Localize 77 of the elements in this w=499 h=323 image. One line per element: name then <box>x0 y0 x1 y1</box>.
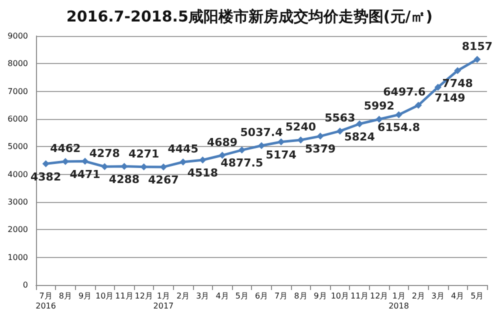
data-label: 7748 <box>442 77 473 90</box>
point <box>336 128 344 135</box>
data-label: 5037.4 <box>240 126 284 140</box>
data-label: 4462 <box>50 142 81 156</box>
x-tick-label: 10月 <box>96 292 114 300</box>
data-label: 4267 <box>148 173 179 186</box>
x-tick-label: 12月 <box>134 292 153 300</box>
data-label: 4271 <box>128 147 160 160</box>
data-label: 4877.5 <box>220 156 264 170</box>
y-tick-label: 9000 <box>8 32 28 40</box>
x-tick-label: 7月 <box>274 292 288 300</box>
data-label: 6497.6 <box>383 86 426 99</box>
data-label: 4288 <box>108 172 140 186</box>
y-tick-label: 8000 <box>8 59 28 68</box>
point <box>62 158 69 166</box>
data-label: 4689 <box>206 136 238 149</box>
point <box>434 84 442 91</box>
data-label: 7149 <box>434 92 466 105</box>
y-tick-label: 1000 <box>8 252 28 262</box>
y-tick-label: 2000 <box>8 225 28 234</box>
point <box>258 142 265 150</box>
data-label: 4518 <box>187 166 218 180</box>
data-label: 6154.8 <box>378 121 420 134</box>
y-tick-label: 5000 <box>8 142 28 152</box>
point <box>395 111 402 118</box>
x-tick-label: 3月 <box>431 292 445 300</box>
data-label: 8157 <box>462 40 493 53</box>
y-tick-label: 4000 <box>8 170 28 179</box>
point <box>474 56 481 63</box>
point <box>414 102 422 109</box>
chart-title: 2016.7-2018.5咸阳楼市新房成交均价走势图(元/㎡) <box>66 8 433 26</box>
x-tick-label: 8月 <box>58 292 72 300</box>
data-label: 5824 <box>344 130 376 144</box>
y-tick-label: 7000 <box>8 86 28 96</box>
point <box>316 132 324 140</box>
point <box>218 152 226 159</box>
y-tick-label: 0 <box>22 280 28 290</box>
point <box>376 116 383 123</box>
point <box>101 163 108 170</box>
x-tick-label: 1月 2018 <box>388 292 409 310</box>
x-tick-label: 10月 <box>330 292 350 300</box>
point <box>278 138 285 146</box>
point <box>238 146 246 154</box>
point <box>120 162 128 170</box>
point <box>42 160 50 168</box>
point <box>199 156 206 164</box>
data-label: 4278 <box>89 147 120 160</box>
x-tick-label: 7月 2016 <box>36 292 56 310</box>
x-tick-label: 9月 <box>314 292 327 300</box>
x-tick-label: 11月 <box>115 292 134 300</box>
x-tick-label: 2月 <box>412 292 425 300</box>
point <box>356 120 364 128</box>
x-tick-label: 4月 <box>451 292 464 300</box>
x-tick-label: 5月 <box>235 292 248 300</box>
x-tick-label: 4月 <box>216 292 229 300</box>
x-tick-label: 1月 2017 <box>153 292 174 310</box>
data-label: 5992 <box>364 100 394 113</box>
x-tick-label: 3月 <box>196 292 210 300</box>
x-tick-label: 9月 <box>78 292 92 300</box>
x-tick-label: 6月 <box>254 292 268 300</box>
point <box>454 67 462 74</box>
data-label: 4471 <box>70 168 100 181</box>
y-tick-label: 3000 <box>8 198 28 206</box>
data-label: 5563 <box>324 112 356 125</box>
data-label: 5379 <box>305 142 336 156</box>
data-label: 4445 <box>168 142 198 156</box>
data-label: 5240 <box>285 120 316 134</box>
data-label: 4382 <box>30 170 62 184</box>
data-label: 5174 <box>266 148 297 162</box>
point <box>297 136 304 144</box>
x-tick-label: 12月 <box>370 292 388 300</box>
x-tick-label: 2月 <box>176 292 190 300</box>
point <box>82 158 89 165</box>
x-tick-label: 11月 <box>350 292 369 300</box>
y-tick-label: 6000 <box>8 114 28 124</box>
x-tick-label: 5月 <box>470 292 484 300</box>
x-tick-label: 8月 <box>294 292 308 300</box>
